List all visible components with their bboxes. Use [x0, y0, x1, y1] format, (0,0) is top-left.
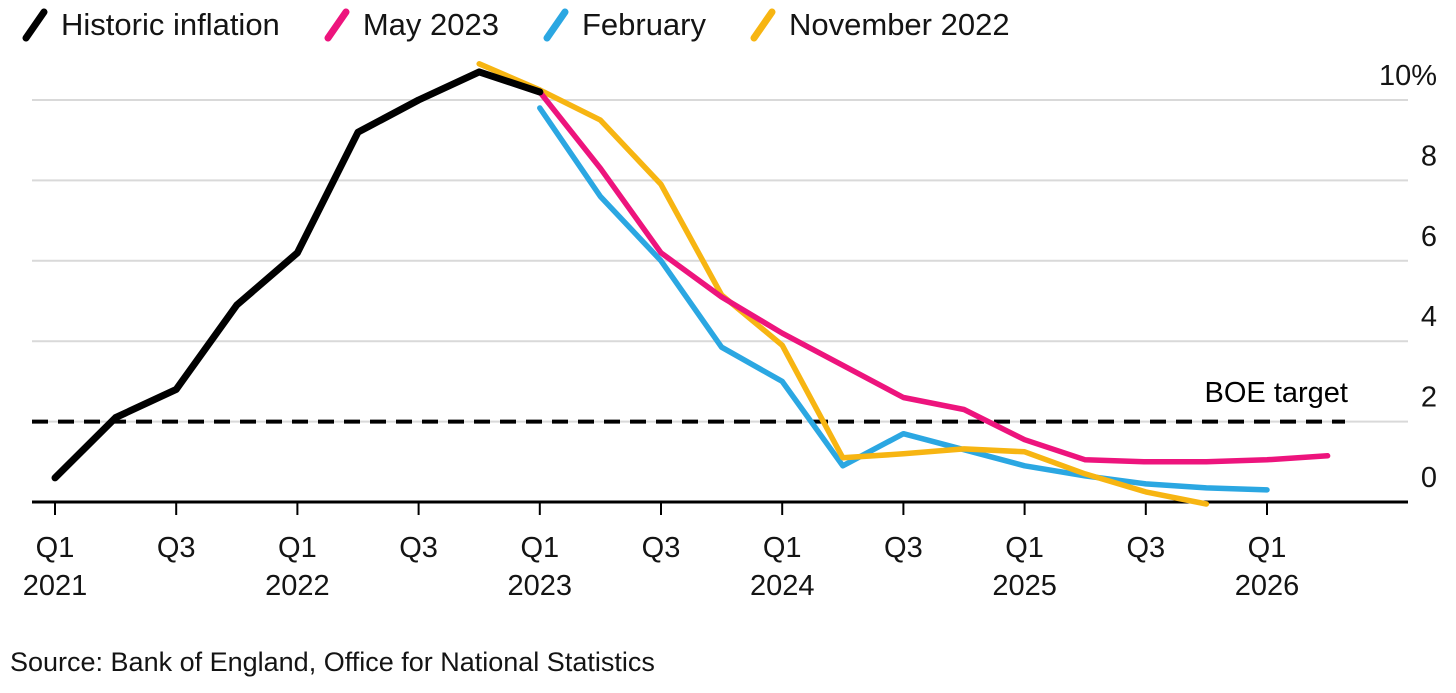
historic-inflation-swatch-icon — [22, 8, 48, 42]
x-tick-label: Q1 — [763, 532, 802, 564]
legend-item-may-2023: May 2023 — [324, 7, 499, 43]
x-tick-label: Q3 — [399, 532, 438, 564]
legend-label-historic-inflation: Historic inflation — [61, 7, 280, 42]
y-axis-label: 10% — [1379, 60, 1437, 92]
y-axis-label: 2 — [1421, 382, 1437, 414]
y-axis-label: 6 — [1421, 221, 1437, 253]
x-year-label: 2023 — [508, 570, 573, 602]
x-year-label: 2025 — [992, 570, 1057, 602]
x-tick-label: Q1 — [1005, 532, 1044, 564]
x-tick-label: Q1 — [520, 532, 559, 564]
february-swatch-icon — [543, 8, 569, 42]
legend-item-historic-inflation: Historic inflation — [22, 7, 280, 43]
x-year-label: 2021 — [23, 570, 88, 602]
x-tick-label: Q1 — [278, 532, 317, 564]
x-tick-label: Q3 — [157, 532, 196, 564]
x-tick-label: Q1 — [36, 532, 75, 564]
y-axis-label: 8 — [1421, 140, 1437, 172]
y-axis-label: 0 — [1421, 462, 1437, 494]
x-year-label: 2026 — [1235, 570, 1300, 602]
x-tick-label: Q3 — [1126, 532, 1165, 564]
series-may-2023 — [537, 89, 1331, 465]
series-february — [537, 105, 1270, 493]
x-tick-label: Q3 — [884, 532, 923, 564]
boe-target-label: BOE target — [1204, 377, 1348, 409]
legend-label-february: February — [581, 7, 706, 42]
source-note: Source: Bank of England, Office for Nati… — [10, 647, 655, 677]
legend-item-november-2022: November 2022 — [750, 7, 1010, 43]
y-axis-label: 4 — [1421, 301, 1437, 333]
may-2023-swatch-icon — [324, 8, 350, 42]
series-november-2022 — [476, 61, 1210, 507]
x-year-label: 2022 — [265, 570, 330, 602]
x-tick-label: Q3 — [642, 532, 681, 564]
legend-label-november-2022: November 2022 — [789, 7, 1010, 42]
x-year-label: 2024 — [750, 570, 815, 602]
series-historic-inflation — [51, 68, 544, 482]
legend-label-may-2023: May 2023 — [362, 7, 499, 42]
legend-item-february: February — [543, 7, 706, 43]
x-tick-label: Q1 — [1248, 532, 1287, 564]
chart-legend: Historic inflation May 2023 February Nov… — [22, 7, 1010, 43]
november-2022-swatch-icon — [750, 8, 776, 42]
